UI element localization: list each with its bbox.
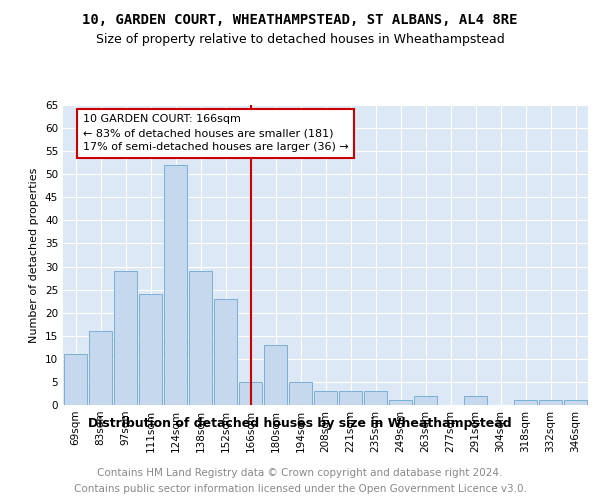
Bar <box>314 391 337 405</box>
Bar <box>389 400 412 405</box>
Bar <box>164 165 187 405</box>
Bar <box>339 391 362 405</box>
Bar <box>414 396 437 405</box>
Text: Contains public sector information licensed under the Open Government Licence v3: Contains public sector information licen… <box>74 484 526 494</box>
Bar <box>264 345 287 405</box>
Bar <box>114 271 137 405</box>
Bar <box>139 294 162 405</box>
Bar <box>64 354 87 405</box>
Bar <box>464 396 487 405</box>
Y-axis label: Number of detached properties: Number of detached properties <box>29 168 40 342</box>
Text: 10, GARDEN COURT, WHEATHAMPSTEAD, ST ALBANS, AL4 8RE: 10, GARDEN COURT, WHEATHAMPSTEAD, ST ALB… <box>82 12 518 26</box>
Bar <box>564 400 587 405</box>
Text: Contains HM Land Registry data © Crown copyright and database right 2024.: Contains HM Land Registry data © Crown c… <box>97 468 503 477</box>
Bar <box>239 382 262 405</box>
Bar <box>514 400 537 405</box>
Bar <box>364 391 387 405</box>
Bar <box>189 271 212 405</box>
Bar <box>89 331 112 405</box>
Text: Distribution of detached houses by size in Wheathampstead: Distribution of detached houses by size … <box>88 418 512 430</box>
Bar <box>214 299 237 405</box>
Text: Size of property relative to detached houses in Wheathampstead: Size of property relative to detached ho… <box>95 32 505 46</box>
Bar <box>539 400 562 405</box>
Text: 10 GARDEN COURT: 166sqm
← 83% of detached houses are smaller (181)
17% of semi-d: 10 GARDEN COURT: 166sqm ← 83% of detache… <box>83 114 349 152</box>
Bar <box>289 382 312 405</box>
